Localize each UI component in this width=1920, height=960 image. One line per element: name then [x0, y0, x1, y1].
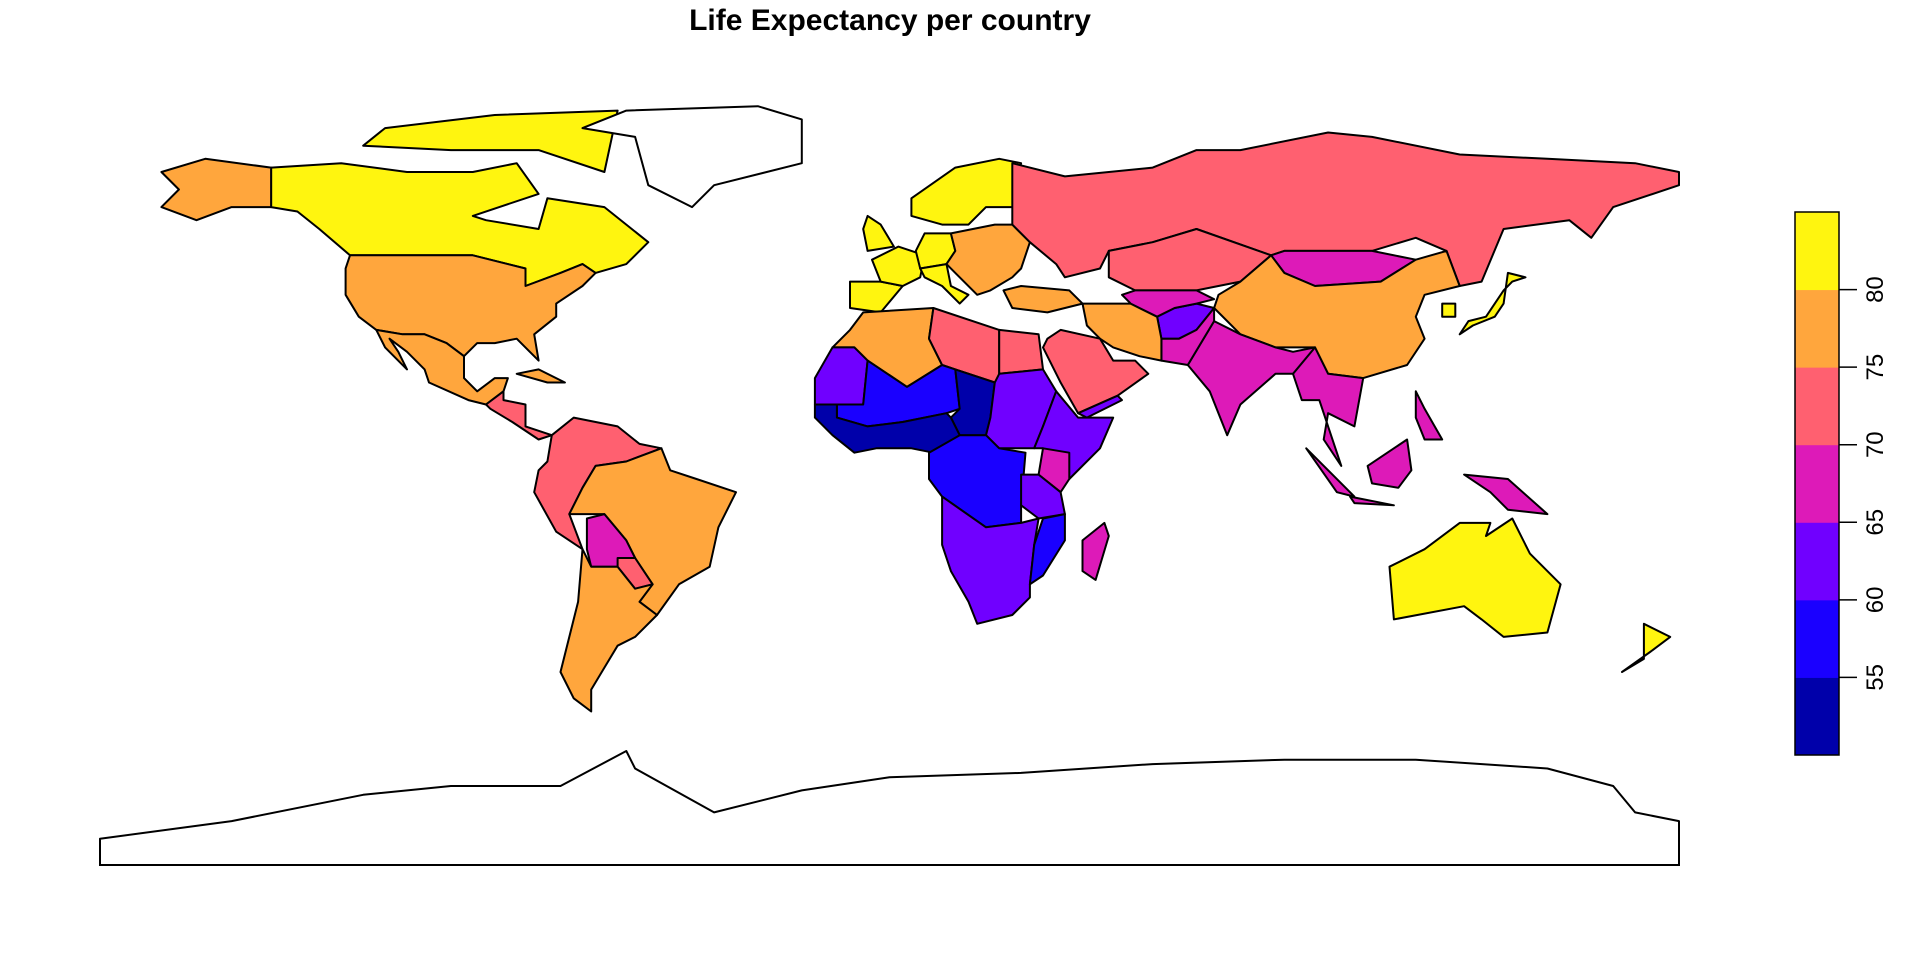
- region-sumatra: [1305, 447, 1356, 498]
- legend-tick-label: 55: [1862, 664, 1889, 691]
- region-arabia: [1042, 328, 1150, 415]
- region-mozambique: [1028, 513, 1066, 586]
- region-eastern-europe: [945, 223, 1031, 296]
- region-japan: [1458, 271, 1527, 336]
- region-mauritania: [813, 346, 869, 406]
- region-pakistan: [1160, 307, 1216, 366]
- region-central-america: [485, 390, 553, 441]
- color-legend: 55 60 65 70 75 80: [1794, 211, 1889, 756]
- legend-swatch: [1795, 289, 1839, 368]
- region-madagascar: [1081, 521, 1110, 581]
- region-australia: [1388, 517, 1562, 638]
- chart-title: Life Expectancy per country: [689, 4, 1091, 37]
- legend-swatch: [1795, 444, 1839, 523]
- region-italy: [919, 263, 970, 305]
- region-new-guinea: [1463, 473, 1549, 516]
- region-scandinavia: [910, 157, 1023, 226]
- map-frame: [99, 843, 1680, 866]
- region-iran: [1081, 302, 1163, 362]
- country-regions: [99, 105, 1680, 866]
- region-france: [871, 245, 926, 287]
- region-argentina-chile: [559, 548, 658, 713]
- region-new-zealand: [1621, 622, 1672, 673]
- region-china: [1213, 249, 1461, 380]
- legend-tick-label: 80: [1862, 276, 1889, 303]
- legend-tick-label: 70: [1862, 431, 1889, 458]
- region-egypt: [998, 328, 1044, 375]
- region-uk: [862, 214, 895, 252]
- region-java: [1349, 495, 1395, 507]
- legend-swatch: [1795, 599, 1839, 678]
- region-cuba: [515, 368, 566, 384]
- region-yemen: [1077, 394, 1123, 419]
- legend-border: [1794, 211, 1840, 756]
- region-philippines: [1414, 390, 1444, 441]
- region-korea: [1441, 302, 1457, 318]
- legend-swatch: [1795, 212, 1839, 291]
- region-turkey: [1002, 285, 1084, 314]
- legend-tick-label: 75: [1862, 354, 1889, 381]
- legend-tick-label: 60: [1862, 587, 1889, 614]
- region-kenya: [1037, 447, 1071, 494]
- region-canada-islands: [362, 109, 619, 173]
- legend-swatch: [1795, 367, 1839, 446]
- region-alaska: [160, 157, 273, 222]
- legend-tick-label: 65: [1862, 509, 1889, 536]
- legend-swatch: [1795, 677, 1839, 756]
- region-southeast-asia: [1292, 346, 1365, 467]
- legend-swatch: [1795, 522, 1839, 601]
- region-central-asia: [1121, 289, 1216, 318]
- region-iberia: [849, 280, 904, 314]
- region-greenland: [581, 105, 803, 209]
- region-southern-africa: [941, 495, 1040, 625]
- region-antarctica: [99, 750, 1680, 866]
- region-borneo: [1366, 438, 1413, 489]
